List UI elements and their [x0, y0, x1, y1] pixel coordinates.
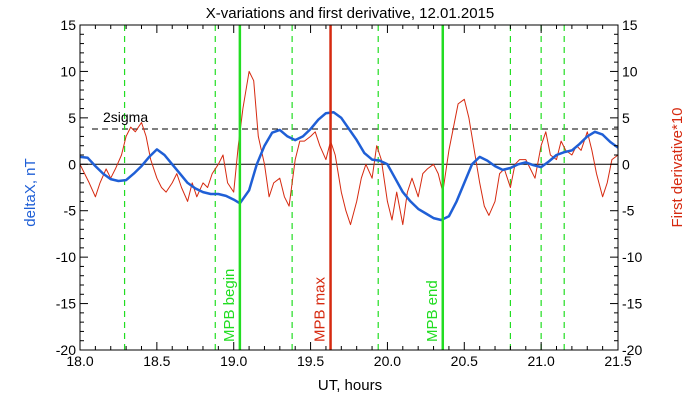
deltax-series-line	[79, 111, 619, 222]
x-tick-label: 18.0	[66, 353, 93, 369]
plot-border	[79, 24, 619, 351]
reference-lines	[80, 25, 618, 350]
y-tick-label-right: 5	[622, 110, 630, 126]
y-tick-label-right: 15	[622, 17, 638, 33]
x-axis-title: UT, hours	[318, 377, 382, 394]
y-tick-label-right: -5	[622, 203, 635, 219]
series-layer	[79, 70, 619, 226]
x-tick-label: 20.5	[451, 353, 478, 369]
y-tick-label-left: -20	[56, 342, 76, 358]
event-markers: MPB begin MPB max MPB end	[221, 25, 445, 350]
event-marker-label: MPB end	[424, 280, 441, 342]
y-tick-label-right: -10	[622, 249, 642, 265]
y-tick-label-left: 10	[60, 63, 76, 79]
y-axis-left-title: deltaX, nT	[22, 158, 39, 226]
event-marker-label: MPB begin	[221, 269, 238, 342]
x-tick-label: 21.5	[604, 353, 631, 369]
x-tick-label: 18.5	[143, 353, 170, 369]
y-tick-label-right: -20	[622, 342, 642, 358]
y-tick-label-right: -15	[622, 296, 642, 312]
event-marker-label: MPB max	[312, 276, 329, 342]
x-tick-label: 19.5	[297, 353, 324, 369]
plot-frame	[79, 24, 619, 351]
derivative-series-line	[79, 70, 619, 226]
x-tick-label: 21.0	[528, 353, 555, 369]
x-tick-label: 19.0	[220, 353, 247, 369]
y-tick-label-left: -15	[56, 296, 76, 312]
y-axis-right-title: First derivative*10	[669, 107, 686, 227]
sigma-label: 2sigma	[103, 109, 148, 125]
y-tick-label-left: -5	[64, 203, 77, 219]
chart-title: X-variations and first derivative, 12.01…	[206, 5, 495, 22]
y-tick-label-right: 0	[622, 156, 630, 172]
x-tick-label: 20.0	[374, 353, 401, 369]
y-tick-label-right: 10	[622, 63, 638, 79]
y-tick-label-left: 0	[68, 156, 76, 172]
y-tick-label-left: -10	[56, 249, 76, 265]
y-tick-label-left: 15	[60, 17, 76, 33]
axis-ticks: 18.0 18.5 19.0 19.5 20.0 20.5 21.0 21.5 15 10 5 0 -5…	[56, 17, 643, 369]
y-tick-label-left: 5	[68, 110, 76, 126]
